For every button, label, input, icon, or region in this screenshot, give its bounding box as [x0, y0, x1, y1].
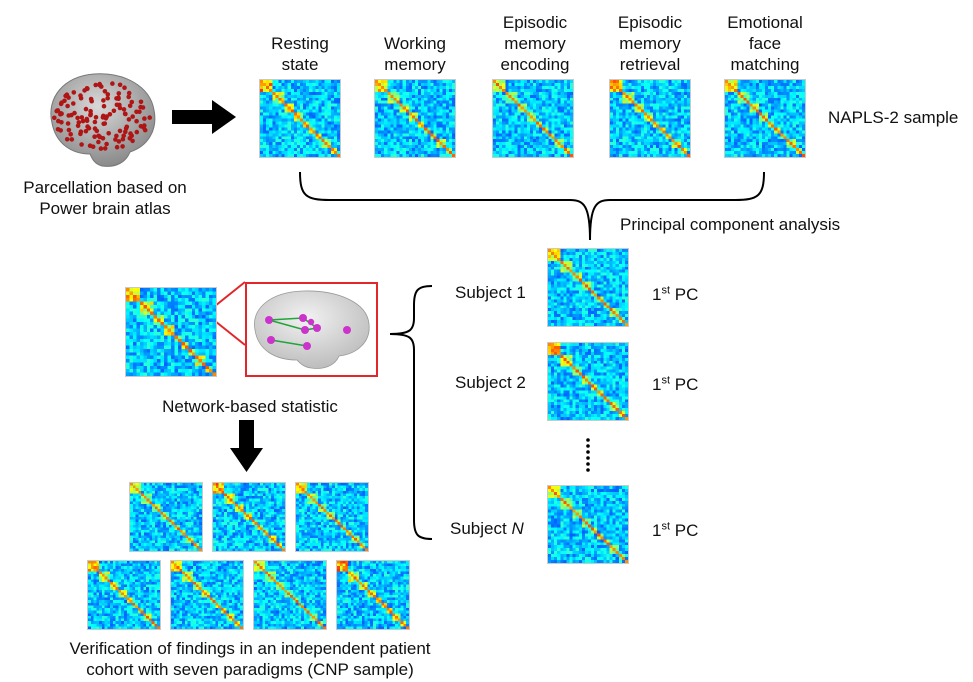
brain-atlas-label-1: Parcellation based on [23, 178, 187, 197]
verification-label-1: Verification of findings in an independe… [69, 639, 431, 658]
subject-2-label: Subject 2 [455, 373, 526, 392]
subject-1-label: Subject 1 [455, 283, 526, 302]
matrix-cnp-1 [130, 483, 202, 551]
matrix-working-memory [375, 80, 455, 157]
ellipsis-dots-icon [586, 438, 590, 472]
pca-brace [299, 171, 765, 241]
matrix-subject-1-pc [548, 249, 628, 326]
right-arrow-icon [172, 100, 236, 134]
paradigm-label-retrieval: Episodic memory retrieval [617, 13, 683, 74]
pca-label: Principal component analysis [620, 215, 841, 234]
matrix-cnp-6 [254, 561, 326, 629]
matrix-subject-n-pc [548, 486, 628, 563]
matrix-cnp-4 [88, 561, 160, 629]
brain-atlas-label-2: Power brain atlas [39, 199, 171, 218]
matrix-nbs [126, 288, 216, 376]
matrix-episodic-encoding [493, 80, 573, 157]
paradigm-label-resting: Resting state [271, 34, 329, 74]
down-arrow-icon [230, 420, 263, 472]
matrix-subject-2-pc [548, 343, 628, 420]
matrix-cnp-3 [296, 483, 368, 551]
brain-network-zoom [245, 282, 378, 377]
subject-2-pc-label: 1st PC [652, 374, 699, 394]
brain-network-icon [254, 290, 370, 369]
paradigm-label-emotional: Emotional face matching [727, 13, 803, 74]
nbs-label: Network-based statistic [162, 397, 338, 416]
matrix-episodic-retrieval [610, 80, 690, 157]
subject-n-label: Subject N [450, 519, 524, 538]
subject-n-pc-label: 1st PC [652, 520, 699, 540]
matrix-cnp-5 [171, 561, 243, 629]
matrix-cnp-2 [213, 483, 285, 551]
paradigm-label-encoding: Episodic memory encoding [500, 13, 570, 74]
subjects-brace [389, 285, 433, 540]
subject-1-pc-label: 1st PC [652, 284, 699, 304]
napls-label: NAPLS-2 sample [828, 108, 959, 127]
matrix-emotional-face [725, 80, 805, 157]
brain-parcellation-icon [50, 73, 156, 167]
verification-label-2: cohort with seven paradigms (CNP sample) [86, 660, 414, 679]
matrix-resting-state [260, 80, 340, 157]
paradigm-label-working: Working memory [383, 34, 447, 74]
matrix-cnp-7 [337, 561, 409, 629]
